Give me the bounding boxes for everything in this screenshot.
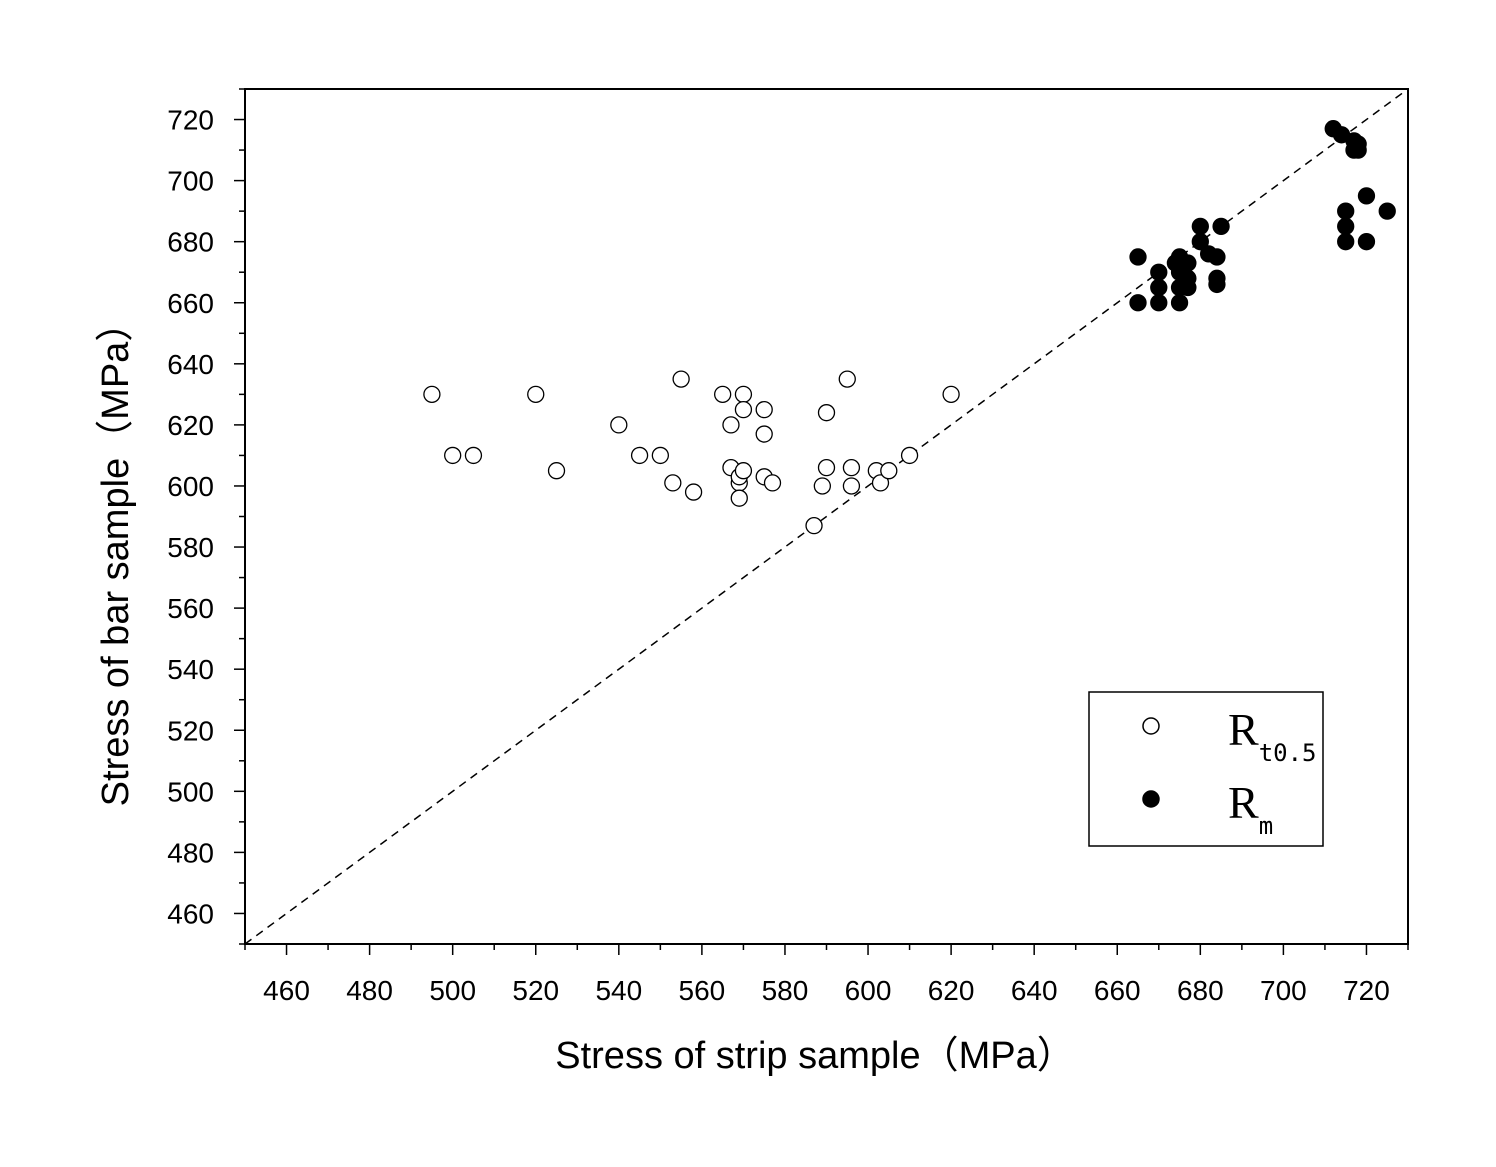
- x-tick-label: 700: [1260, 975, 1307, 1006]
- y-tick-label: 560: [167, 593, 214, 624]
- rt05-point: [763, 474, 782, 492]
- y-tick-label: 660: [167, 288, 214, 319]
- reference-line-dashed: [244, 88, 1409, 945]
- rt05-point: [730, 489, 748, 507]
- legend-label-rm-main: R: [1228, 777, 1259, 828]
- rt05-point: [464, 446, 483, 465]
- x-tick-label: 560: [679, 975, 726, 1006]
- rt05-point: [817, 458, 836, 477]
- legend: Rt0.5 Rm: [1088, 691, 1324, 847]
- rm-point: [1349, 141, 1367, 159]
- rm-point: [1357, 233, 1376, 251]
- data-points: [423, 120, 1396, 535]
- y-tick-label: 580: [167, 532, 214, 563]
- legend-marker-open-circle: [1142, 717, 1160, 735]
- rt05-point: [900, 446, 919, 465]
- y-tick-label: 620: [167, 410, 214, 441]
- rm-point: [1129, 248, 1147, 266]
- rm-point: [1337, 202, 1355, 220]
- rt05-point: [838, 370, 856, 388]
- rm-point: [1191, 233, 1209, 251]
- rt05-point: [527, 385, 545, 404]
- x-tick-label: 480: [346, 975, 393, 1006]
- rt05-point: [734, 385, 753, 404]
- x-tick-label: 620: [928, 975, 975, 1006]
- y-tick-label: 600: [167, 471, 214, 502]
- rt05-point: [651, 446, 670, 465]
- rm-point: [1191, 217, 1209, 236]
- x-tick-label: 600: [845, 975, 892, 1006]
- rt05-point: [714, 385, 732, 404]
- rm-point: [1208, 248, 1226, 266]
- rm-point: [1337, 217, 1355, 236]
- y-axis-title: Stress of bar sample（MPa）: [95, 304, 137, 807]
- y-tick-label: 520: [167, 715, 214, 746]
- rt05-point: [942, 385, 960, 404]
- legend-marker-filled-circle: [1142, 790, 1160, 808]
- y-tick-label: 540: [167, 654, 214, 685]
- y-tick-label: 680: [167, 227, 214, 258]
- rm-point: [1212, 217, 1230, 236]
- rm-point: [1357, 187, 1376, 205]
- legend-box: [1088, 691, 1324, 847]
- rm-point: [1150, 263, 1168, 281]
- x-axis-title: Stress of strip sample（MPa）: [555, 1035, 1074, 1077]
- rm-point: [1179, 278, 1197, 297]
- x-tick-label: 660: [1094, 975, 1141, 1006]
- rt05-point: [734, 462, 753, 480]
- rt05-point: [871, 474, 890, 492]
- rt05-point: [842, 477, 861, 495]
- rt05-point: [664, 474, 682, 492]
- rm-point: [1208, 275, 1226, 294]
- x-axis: 460 480 500 520 540 560 580 600 620 640 660 680 700 7…: [244, 944, 1409, 1006]
- y-tick-label: 500: [167, 776, 214, 807]
- y-tick-label: 640: [167, 349, 214, 380]
- y-tick-label: 700: [167, 166, 214, 197]
- rt05-point: [444, 446, 462, 465]
- rt05-point: [610, 416, 628, 434]
- legend-label-rm-sub: m: [1259, 812, 1273, 840]
- y-axis: 460 480 500 520 540 560 580 600 620 640 660 680 700 7…: [167, 88, 245, 945]
- rt05-point: [880, 462, 898, 480]
- rt05-point: [734, 400, 753, 419]
- reference-line-layer: [244, 88, 1409, 945]
- legend-label-rt05-main: R: [1228, 704, 1259, 755]
- rt05-point: [423, 385, 441, 404]
- x-tick-label: 520: [512, 975, 559, 1006]
- rt05-point: [755, 425, 773, 443]
- rt05-point: [672, 370, 690, 388]
- rm-point: [1150, 294, 1168, 312]
- x-tick-label: 540: [595, 975, 642, 1006]
- rt05-point: [684, 483, 703, 501]
- x-tick-label: 680: [1177, 975, 1224, 1006]
- y-tick-label: 480: [167, 837, 214, 868]
- rt05-point: [722, 416, 740, 434]
- rt05-point: [630, 446, 649, 465]
- rt05-point: [805, 517, 823, 535]
- y-tick-label: 460: [167, 898, 214, 929]
- legend-label-rt05-sub: t0.5: [1259, 739, 1317, 767]
- rm-point: [1129, 294, 1147, 312]
- rt05-point: [755, 400, 773, 419]
- legend-label-rt05: Rt0.5: [1228, 704, 1316, 767]
- x-tick-label: 720: [1343, 975, 1390, 1006]
- rt05-point: [547, 462, 566, 480]
- x-tick-label: 640: [1011, 975, 1058, 1006]
- rm-point: [1378, 202, 1396, 220]
- rt05-point: [813, 477, 831, 495]
- rm-point: [1150, 278, 1168, 297]
- y-tick-label: 720: [167, 105, 214, 136]
- rm-point: [1170, 294, 1189, 312]
- rt05-point: [817, 404, 836, 422]
- rm-point: [1337, 233, 1355, 251]
- x-tick-label: 580: [762, 975, 809, 1006]
- rt05-point: [842, 458, 861, 477]
- x-tick-label: 460: [263, 975, 310, 1006]
- x-tick-label: 500: [429, 975, 476, 1006]
- legend-label-rm: Rm: [1228, 777, 1273, 840]
- rm-point: [1179, 254, 1197, 272]
